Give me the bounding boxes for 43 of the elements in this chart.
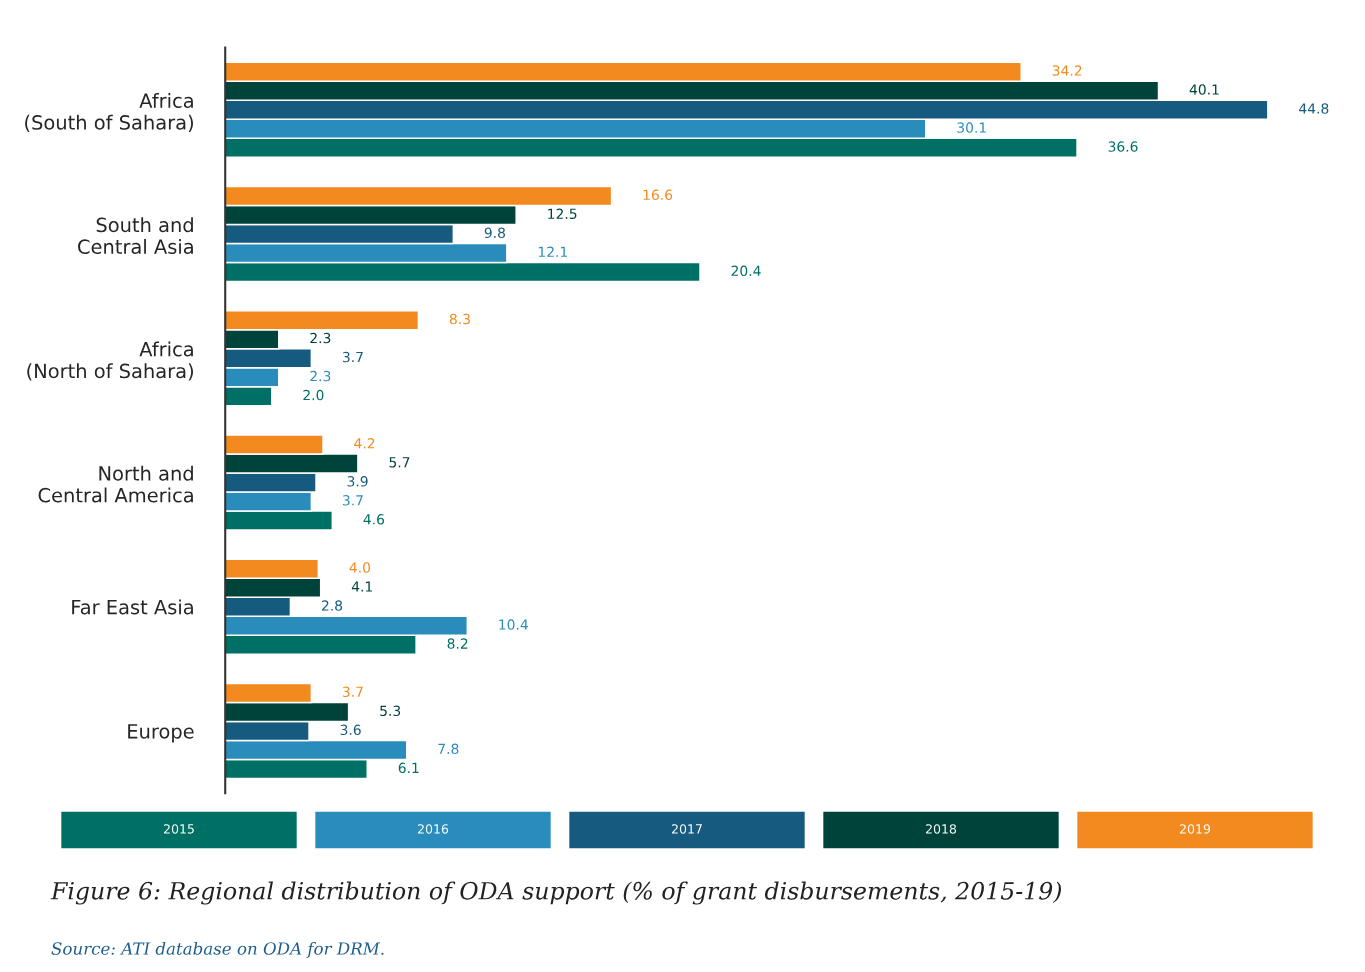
y-tick-label: South and Central Asia <box>78 217 193 255</box>
data-label: 4.1 <box>351 581 372 592</box>
data-label: 8.3 <box>449 313 470 325</box>
data-label: 3.7 <box>342 351 363 363</box>
y-tick-label: Europe <box>128 724 194 743</box>
y-tick-label: Far East Asia <box>72 599 193 615</box>
y-tick-label: Africa (North of Sahara) <box>27 341 193 381</box>
data-label: 2.3 <box>310 370 331 382</box>
data-label: 4.6 <box>363 514 385 525</box>
source-note: Source: ATI database on ODA for DRM. <box>51 941 384 959</box>
data-label: 7.8 <box>438 743 459 755</box>
data-label: 36.6 <box>1108 141 1138 152</box>
data-label: 2.8 <box>321 600 343 611</box>
text: 2017 <box>672 824 702 834</box>
data-label: 5.3 <box>380 705 401 717</box>
data-label: 10.4 <box>499 619 528 630</box>
text: 2018 <box>926 824 957 834</box>
text: 2019 <box>1180 824 1211 834</box>
data-label: 2.0 <box>303 389 324 401</box>
data-label: 16.6 <box>643 189 673 201</box>
data-label: 2.3 <box>310 332 331 344</box>
data-label: 3.9 <box>347 476 368 487</box>
text: 2015 <box>164 824 194 834</box>
data-label: 40.1 <box>1189 84 1219 95</box>
data-label: 5.7 <box>389 457 410 468</box>
data-label: 34.2 <box>1052 65 1082 76</box>
text: 2016 <box>418 824 449 834</box>
text: Figure 6: Regional distribution of ODA support (% of grant disbursements, 2015-19) <box>50 881 1062 905</box>
data-label: 4.2 <box>354 438 375 449</box>
data-label: 4.0 <box>349 562 371 573</box>
y-tick-label: Africa (South of Sahara) <box>25 92 193 133</box>
data-label: 12.1 <box>538 246 568 257</box>
data-label: 8.2 <box>447 638 468 649</box>
y-tick-label: North and Central America <box>38 465 193 503</box>
data-label: 6.1 <box>398 762 419 774</box>
data-label: 9.8 <box>484 227 505 239</box>
data-label: 3.6 <box>340 724 361 736</box>
data-label: 12.5 <box>548 208 577 220</box>
data-label: 44.8 <box>1299 103 1329 114</box>
data-label: 3.7 <box>342 686 363 698</box>
data-label: 3.7 <box>342 495 363 506</box>
data-label: 30.1 <box>957 122 986 133</box>
data-label: 20.4 <box>731 265 761 277</box>
